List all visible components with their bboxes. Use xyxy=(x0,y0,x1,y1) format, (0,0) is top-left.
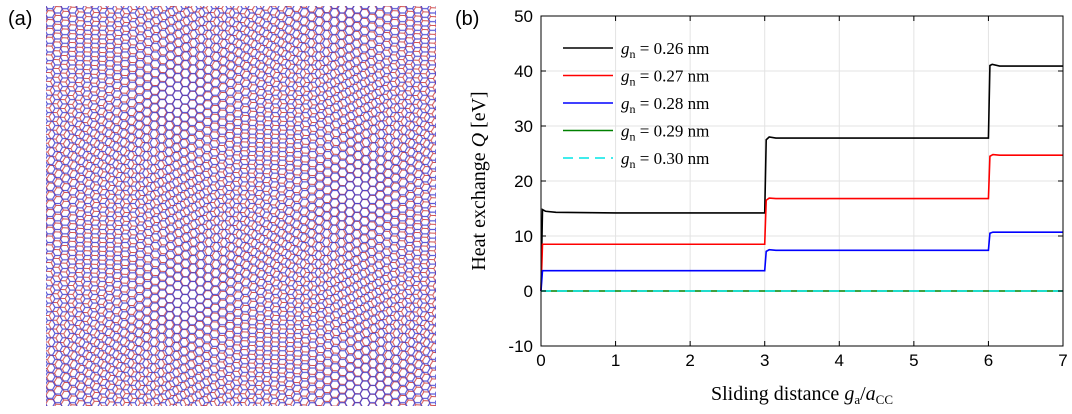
y-tick-label: 50 xyxy=(514,7,533,26)
series-lines xyxy=(540,63,1063,292)
y-axis-title: Heat exchange Q [eV] xyxy=(468,91,490,270)
graphene-bilayer-lattice xyxy=(46,6,436,406)
x-tick-label: 7 xyxy=(1058,351,1067,370)
legend-label-4: gn = 0.29 nm xyxy=(621,122,709,144)
y-tick-label: 40 xyxy=(514,62,533,81)
legend-label-2: gn = 0.27 nm xyxy=(621,67,709,89)
panel-a-label: (a) xyxy=(8,8,32,30)
lattice-layer-blue xyxy=(46,6,436,406)
legend: gn = 0.26 nm gn = 0.27 nm gn = 0.28 nm gn =… xyxy=(563,39,709,171)
legend-label-5: gn = 0.30 nm xyxy=(621,149,709,171)
y-tick-label: -10 xyxy=(508,337,533,356)
legend-label-3: gn = 0.28 nm xyxy=(621,94,709,116)
x-tick-label: 3 xyxy=(760,351,769,370)
y-tick-label: 0 xyxy=(524,282,533,301)
x-tick-label: 6 xyxy=(984,351,993,370)
x-tick-label: 4 xyxy=(835,351,844,370)
y-tick-label: 10 xyxy=(514,227,533,246)
panel-b-label: (b) xyxy=(455,8,479,30)
x-tick-label: 5 xyxy=(909,351,918,370)
series-line-1 xyxy=(540,63,1063,292)
series-line-3 xyxy=(540,231,1063,292)
y-tick-label: 30 xyxy=(514,117,533,136)
x-tick-label: 0 xyxy=(536,351,545,370)
x-tick-label: 2 xyxy=(685,351,694,370)
x-axis-title: Sliding distance ga/aCC xyxy=(711,383,893,407)
legend-label-1: gn = 0.26 nm xyxy=(621,39,709,61)
x-tick-label: 1 xyxy=(611,351,620,370)
series-line-2 xyxy=(540,153,1063,292)
y-tick-label: 20 xyxy=(514,172,533,191)
